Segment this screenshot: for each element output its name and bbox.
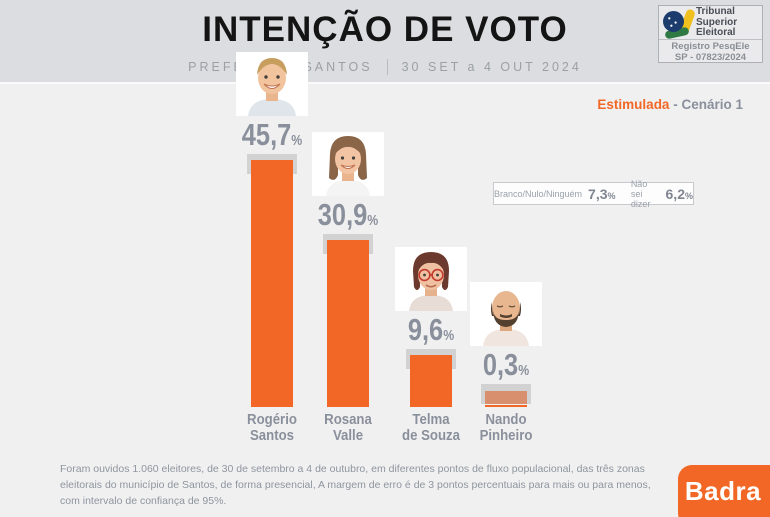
- bar-telma-de-souza: [410, 355, 452, 407]
- candidate-name-telma-de-souza: Telma de Souza: [402, 411, 460, 444]
- badra-logo: Badra: [678, 465, 770, 517]
- avatar-telma-de-souza: [395, 247, 467, 311]
- legend-value-blank-null: 7,3%: [588, 185, 616, 202]
- scenario-type: Estimulada: [597, 97, 670, 112]
- pct-label-nando-pinheiro: 0,3%: [482, 347, 530, 382]
- avatar-nando-pinheiro: [470, 282, 542, 346]
- avatar-rogerio-santos: [236, 52, 308, 116]
- subtitle-divider: [386, 59, 388, 75]
- tse-logo-blue-sphere: [663, 11, 684, 32]
- candidate-name-nando-pinheiro: Nando Pinheiro: [479, 411, 533, 444]
- legend-label-blank-null: Branco/Nulo/Ninguém: [494, 188, 583, 199]
- pct-label-telma-de-souza: 9,6%: [407, 312, 455, 347]
- scenario-number: - Cenário 1: [673, 97, 743, 112]
- tse-logo-icon: [663, 8, 697, 40]
- scenario-label: Estimulada - Cenário 1: [597, 97, 743, 112]
- legend-value-dont-know: 6,2%: [665, 185, 693, 202]
- bar-column-nando-pinheiro: 0,3% Nando Pinheiro: [461, 84, 551, 460]
- bar-cap: [481, 384, 531, 404]
- subtitle-date-range: 30 SET a 4 OUT 2024: [401, 60, 582, 74]
- pct-label-rogerio-santos: 45,7%: [241, 117, 303, 152]
- candidate-name-rosana-valle: Rosana Valle: [324, 411, 372, 444]
- bar-column-rogerio-santos: 45,7% Rogério Santos: [227, 52, 317, 460]
- pct-label-rosana-valle: 30,9%: [317, 197, 379, 232]
- bar-column-telma-de-souza: 9,6% Telma de Souza: [386, 84, 476, 460]
- bar-column-rosana-valle: 30,9% Rosana Valle: [303, 84, 393, 460]
- bar-chart: 45,7% Rogério Santos: [0, 52, 770, 460]
- tse-org-name: Tribunal Superior Eleitoral: [696, 6, 738, 39]
- page-title: INTENÇÃO DE VOTO: [202, 10, 568, 49]
- legend-box: Branco/Nulo/Ninguém 7,3% Não sei dizer 6…: [493, 179, 694, 209]
- bar-rosana-valle: [327, 240, 369, 407]
- methodology-note: Foram ouvidos 1.060 eleitores, de 30 de …: [60, 463, 651, 507]
- tse-registry-number: Registro PesqEle SP - 07823/2024: [671, 41, 750, 63]
- bar-nando-pinheiro: [485, 405, 527, 407]
- tse-registry-box: Tribunal Superior Eleitoral Registro Pes…: [658, 5, 763, 63]
- header: INTENÇÃO DE VOTO PREFEITO SANTOS 30 SET …: [0, 0, 770, 84]
- avatar-rosana-valle: [312, 132, 384, 196]
- legend-label-dont-know: Não sei dizer: [630, 178, 651, 209]
- tse-header: Tribunal Superior Eleitoral: [659, 6, 762, 40]
- candidate-name-rogerio-santos: Rogério Santos: [247, 411, 297, 444]
- subtitle: PREFEITO SANTOS 30 SET a 4 OUT 2024: [0, 57, 770, 77]
- bar-rogerio-santos: [251, 160, 293, 407]
- subtitle-city: SANTOS: [303, 60, 373, 74]
